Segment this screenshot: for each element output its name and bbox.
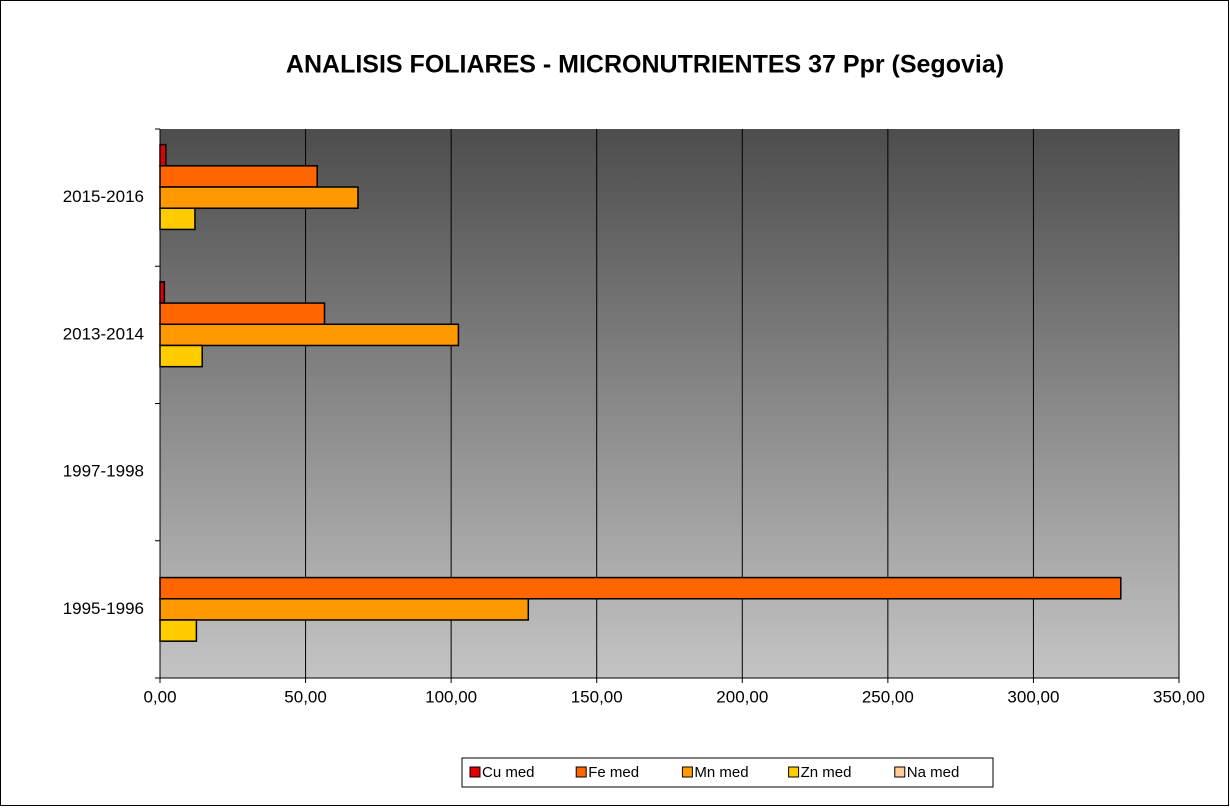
bar [159, 598, 530, 621]
legend-swatch [681, 766, 693, 778]
bar [159, 143, 167, 167]
y-tick-label: 1995-1996 [63, 599, 144, 618]
legend-swatch [894, 766, 906, 778]
x-tick-label: 350,00 [1153, 687, 1205, 706]
x-tick-label: 300,00 [1007, 687, 1059, 706]
bar [159, 207, 196, 231]
bar [159, 323, 460, 347]
x-tick-label: 0,00 [143, 687, 176, 706]
legend-swatch [575, 766, 587, 778]
x-tick-label: 200,00 [716, 687, 768, 706]
bar [159, 344, 203, 368]
bar [159, 619, 198, 642]
legend-label: Mn med [694, 764, 748, 781]
bar [159, 186, 359, 209]
bar [159, 576, 1122, 600]
legend-swatch [788, 766, 800, 778]
legend-label: Na med [907, 764, 960, 781]
x-tick-label: 50,00 [284, 687, 327, 706]
bar [159, 302, 326, 326]
legend-label: Zn med [801, 764, 852, 781]
y-tick-label: 2015-2016 [63, 187, 144, 206]
chart-title: ANALISIS FOLIARES - MICRONUTRIENTES 37 P… [286, 51, 1004, 79]
legend-label: Cu med [482, 764, 535, 781]
y-tick-label: 1997-1998 [63, 462, 144, 481]
x-tick-label: 250,00 [862, 687, 914, 706]
bar [159, 165, 318, 188]
y-tick-label: 2013-2014 [63, 324, 144, 343]
x-tick-label: 100,00 [425, 687, 477, 706]
legend-label: Fe med [588, 764, 639, 781]
x-tick-label: 150,00 [571, 687, 623, 706]
legend-swatch [469, 766, 481, 778]
bar [159, 281, 166, 304]
